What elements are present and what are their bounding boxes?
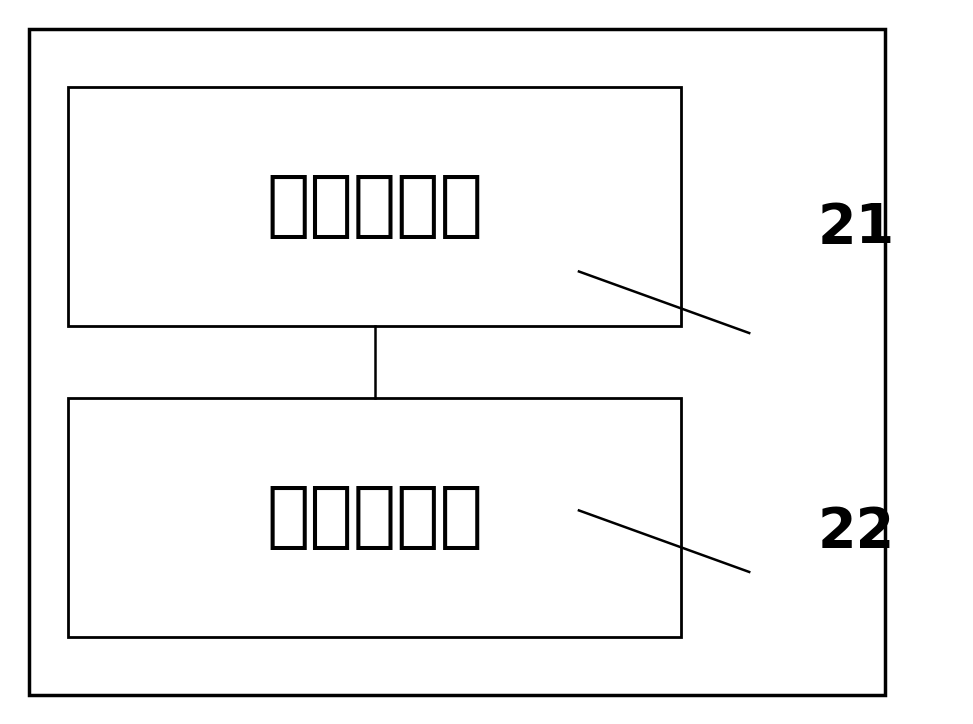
Bar	[29, 29, 885, 695]
Text: 列存储模块: 列存储模块	[267, 172, 483, 241]
Bar	[68, 398, 681, 637]
Text: 22: 22	[817, 505, 894, 559]
Bar	[68, 87, 681, 326]
Text: 21: 21	[817, 201, 894, 255]
Text: 列存储引擎: 列存储引擎	[267, 483, 483, 552]
